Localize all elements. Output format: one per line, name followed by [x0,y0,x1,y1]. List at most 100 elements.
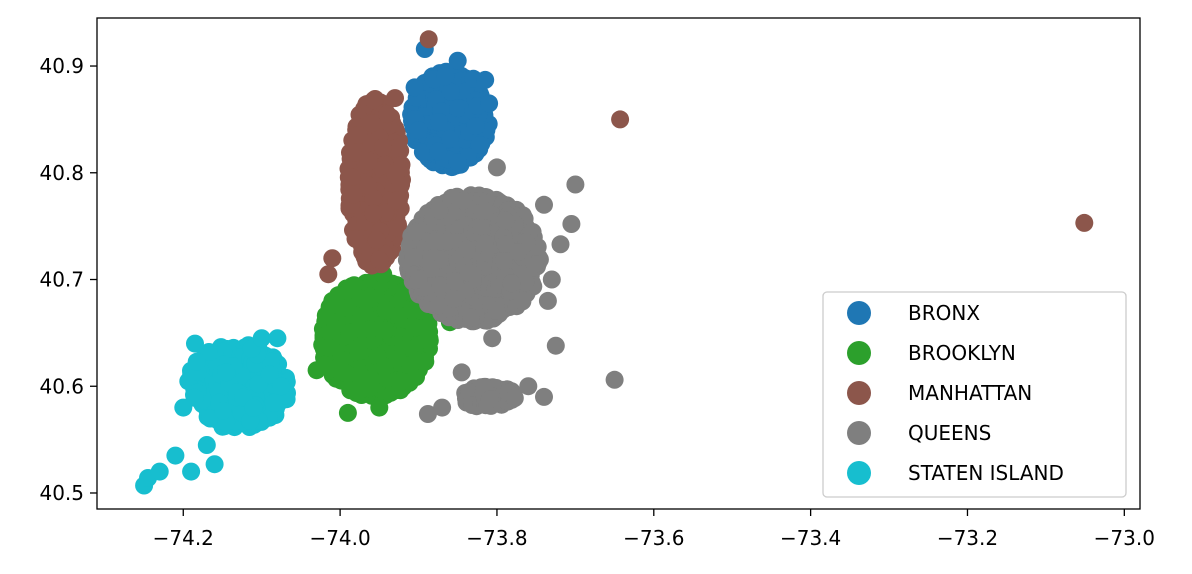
data-point [359,152,378,171]
data-point [546,336,565,355]
data-point [199,343,218,361]
data-point [378,105,397,124]
data-point [349,126,368,144]
data-point [187,352,206,371]
series-brooklyn [307,243,459,422]
series-bronx [402,40,499,177]
data-point [538,291,557,310]
data-point [387,191,406,210]
data-point [475,234,494,253]
x-tick-label: −73.6 [623,526,684,550]
legend-label: STATEN ISLAND [908,461,1064,485]
data-point [429,296,448,315]
data-point [509,243,528,262]
data-point [404,248,423,266]
data-point [214,401,232,420]
legend-item: STATEN ISLAND [847,461,1064,485]
data-point [416,352,435,371]
legend-item: QUEENS [847,421,991,445]
data-point [562,215,581,233]
data-point [419,328,438,347]
legend-marker [847,421,871,445]
data-point [480,390,499,409]
data-point [389,218,408,237]
data-point [445,272,464,291]
data-point [429,142,448,161]
legend-marker [847,341,871,365]
data-point [505,389,524,407]
data-point [205,455,224,474]
data-point [513,292,532,311]
y-tick-label: 40.9 [39,54,84,78]
data-point [566,175,585,194]
data-point [457,240,476,259]
data-point [487,301,506,320]
data-point [483,329,502,348]
data-point [433,398,452,417]
data-point [362,114,381,133]
y-axis: 40.5 40.6 40.7 40.8 40.9 [39,54,97,505]
data-point [346,229,365,248]
data-point [370,398,389,417]
data-point [391,372,410,391]
data-point [480,94,499,113]
data-point [364,204,383,223]
data-point [502,274,521,293]
data-point [449,99,468,118]
data-point [516,273,535,292]
legend-label: QUEENS [908,421,991,445]
x-tick-label: −74.2 [153,526,214,550]
data-point [217,363,236,382]
data-point [323,249,342,268]
data-point [252,329,271,348]
series-manhattan [319,30,1094,284]
data-point [444,290,463,308]
data-point [319,265,338,284]
data-point [343,143,362,162]
data-point [360,379,379,398]
data-point [166,446,185,465]
legend-label: MANHATTAN [908,381,1032,405]
data-point [466,117,485,136]
data-point [494,252,513,271]
y-tick-label: 40.7 [39,268,84,292]
data-point [361,320,380,339]
y-tick-label: 40.5 [39,481,84,505]
data-point [359,176,378,195]
data-point [551,235,570,254]
data-point [197,436,216,454]
data-point [452,363,471,382]
legend-marker [847,461,871,485]
data-point [341,381,360,400]
data-point [425,232,444,251]
data-point [611,110,630,129]
data-point [407,223,426,242]
data-point [373,138,392,157]
legend-box [822,291,1127,498]
data-point [430,201,449,220]
data-point [319,338,338,357]
data-point [340,323,359,342]
data-point [1075,213,1094,232]
x-tick-label: −73.2 [937,526,998,550]
series-staten-island [135,329,296,495]
data-point [471,216,490,235]
data-point [409,270,428,289]
data-point [535,387,553,406]
data-point [487,158,506,177]
data-point [405,318,424,337]
data-point [429,113,448,132]
legend-marker [847,381,871,405]
data-point [264,393,283,412]
data-point [418,405,437,423]
x-tick-label: −73.8 [466,526,527,550]
data-point [375,357,394,376]
legend-label: BROOKLYN [908,341,1016,365]
data-point [405,78,424,97]
data-point [389,306,408,325]
legend-item: BRONX [847,301,980,325]
data-point [344,185,363,204]
data-point [436,67,455,86]
data-point [260,365,279,384]
